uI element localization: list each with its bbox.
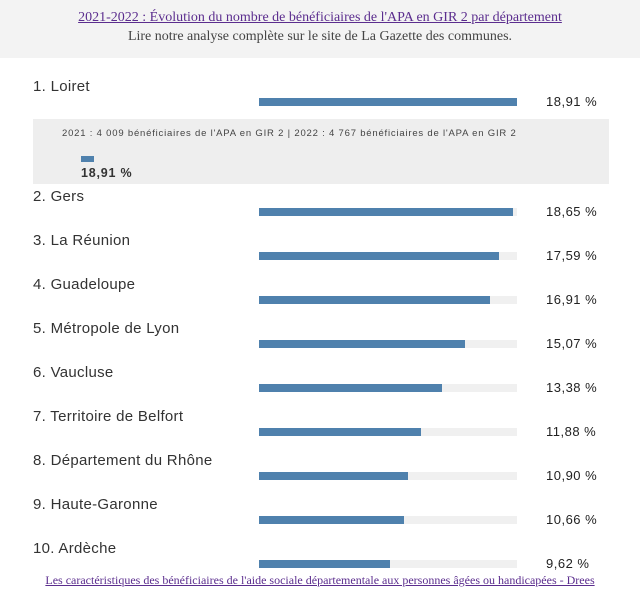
chart-subtitle: Lire notre analyse complète sur le site …	[127, 29, 513, 44]
bar-track	[259, 296, 517, 304]
bar-value-label: 10,90 %	[546, 468, 598, 483]
bar-value-label: 18,91 %	[546, 94, 598, 109]
source-link[interactable]: Les caractéristiques des bénéficiaires d…	[0, 573, 640, 588]
bar[interactable]	[259, 516, 405, 524]
bar-value-label: 15,07 %	[546, 336, 598, 351]
bar[interactable]	[259, 340, 465, 348]
bar-label: 3. La Réunion	[33, 232, 131, 249]
bar[interactable]	[259, 208, 514, 216]
bar-value-label: 10,66 %	[546, 512, 598, 527]
chart-title-link[interactable]: 2021-2022 : Évolution du nombre de bénéf…	[78, 10, 562, 25]
bar-row[interactable]: 6. Vaucluse 13,38 %	[0, 364, 640, 404]
bar-track	[259, 428, 517, 436]
chart-header: 2021-2022 : Évolution du nombre de bénéf…	[0, 0, 640, 58]
bar-value-label: 13,38 %	[546, 380, 598, 395]
bar-row[interactable]: 5. Métropole de Lyon 15,07 %	[0, 320, 640, 360]
bar-label: 4. Guadeloupe	[33, 276, 136, 293]
detail-value: 18,91 %	[81, 166, 133, 180]
bar-track	[259, 516, 517, 524]
bar-label: 2. Gers	[33, 188, 85, 205]
bar-track	[259, 472, 517, 480]
bar-label: 9. Haute-Garonne	[33, 496, 158, 513]
bar-track	[259, 384, 517, 392]
bar[interactable]	[259, 252, 499, 260]
bar-row[interactable]: 4. Guadeloupe 16,91 %	[0, 276, 640, 316]
bar-row[interactable]: 1. Loiret 18,91 %	[0, 78, 640, 118]
bar-value-label: 9,62 %	[546, 556, 590, 571]
bar-label: 5. Métropole de Lyon	[33, 320, 180, 337]
bar-value-label: 17,59 %	[546, 248, 598, 263]
bar-label: 6. Vaucluse	[33, 364, 114, 381]
bar[interactable]	[259, 384, 442, 392]
bar-row[interactable]: 8. Département du Rhône 10,90 %	[0, 452, 640, 492]
detail-tooltip: 2021 : 4 009 bénéficiaires de l'APA en G…	[33, 119, 609, 184]
bar[interactable]	[259, 428, 422, 436]
bar-label: 7. Territoire de Belfort	[33, 408, 184, 425]
bar-track	[259, 98, 517, 106]
bar[interactable]	[259, 472, 408, 480]
bar[interactable]	[259, 98, 517, 106]
bar[interactable]	[259, 560, 391, 568]
bar-value-label: 11,88 %	[546, 424, 597, 439]
bar-value-label: 18,65 %	[546, 204, 598, 219]
detail-mini-bar	[81, 156, 94, 162]
bar-value-label: 16,91 %	[546, 292, 598, 307]
bar[interactable]	[259, 296, 490, 304]
bar-label: 8. Département du Rhône	[33, 452, 213, 469]
bar-track	[259, 208, 517, 216]
bar-track	[259, 340, 517, 348]
bar-row[interactable]: 9. Haute-Garonne 10,66 %	[0, 496, 640, 536]
bar-track	[259, 252, 517, 260]
bar-row[interactable]: 7. Territoire de Belfort 11,88 %	[0, 408, 640, 448]
bar-track	[259, 560, 517, 568]
bar-row[interactable]: 10. Ardèche 9,62 %	[0, 540, 640, 580]
bar-row[interactable]: 2. Gers 18,65 %	[0, 188, 640, 228]
detail-text: 2021 : 4 009 bénéficiaires de l'APA en G…	[62, 128, 517, 139]
bar-row[interactable]: 3. La Réunion 17,59 %	[0, 232, 640, 272]
bar-label: 1. Loiret	[33, 78, 90, 95]
bar-label: 10. Ardèche	[33, 540, 117, 557]
